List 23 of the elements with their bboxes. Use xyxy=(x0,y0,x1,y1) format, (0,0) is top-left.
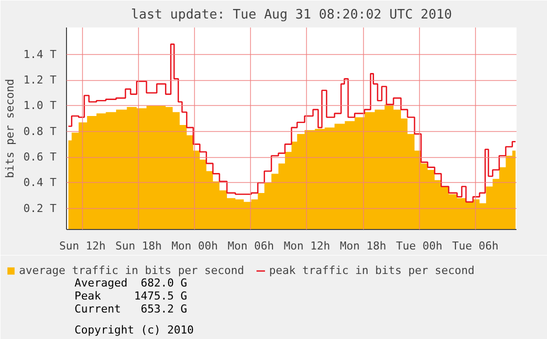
y-tick-label: 0.8 T xyxy=(23,124,57,138)
x-tick-label: Mon 18h xyxy=(340,240,386,252)
y-tick-label: 1.2 T xyxy=(23,74,57,87)
text: Current 653.2 G xyxy=(74,302,188,316)
text: Peak 1475.5 G xyxy=(74,290,188,302)
chart-title: last update: Tue Aug 31 08:20:02 UTC 2010 xyxy=(131,8,452,22)
x-tick-label: Tue 00h xyxy=(396,240,442,252)
legend-label: peak traffic in bits per second xyxy=(269,264,474,277)
y-tick-label: 0.2 T xyxy=(23,202,57,215)
y-tick-label: 1.0 T xyxy=(23,99,57,112)
x-tick-label: Mon 00h xyxy=(171,240,218,252)
y-tick-label: 0.6 T xyxy=(23,150,57,164)
text: Copyright (c) 2010 xyxy=(74,324,194,336)
x-tick-label: Sun 12h xyxy=(59,240,106,252)
text: Averaged 682.0 G xyxy=(74,276,188,290)
x-tick-label: Sun 18h xyxy=(115,240,162,252)
x-tick-label: Mon 12h xyxy=(284,240,330,252)
y-axis-title: bits per second xyxy=(3,78,16,178)
y-tick-label: 0.4 T xyxy=(23,176,57,190)
x-tick-label: Tue 06h xyxy=(452,240,499,252)
y-tick-label: 1.4 T xyxy=(23,48,57,61)
legend-label: average traffic in bits per second xyxy=(19,264,244,277)
x-tick-label: Mon 06h xyxy=(228,240,274,252)
